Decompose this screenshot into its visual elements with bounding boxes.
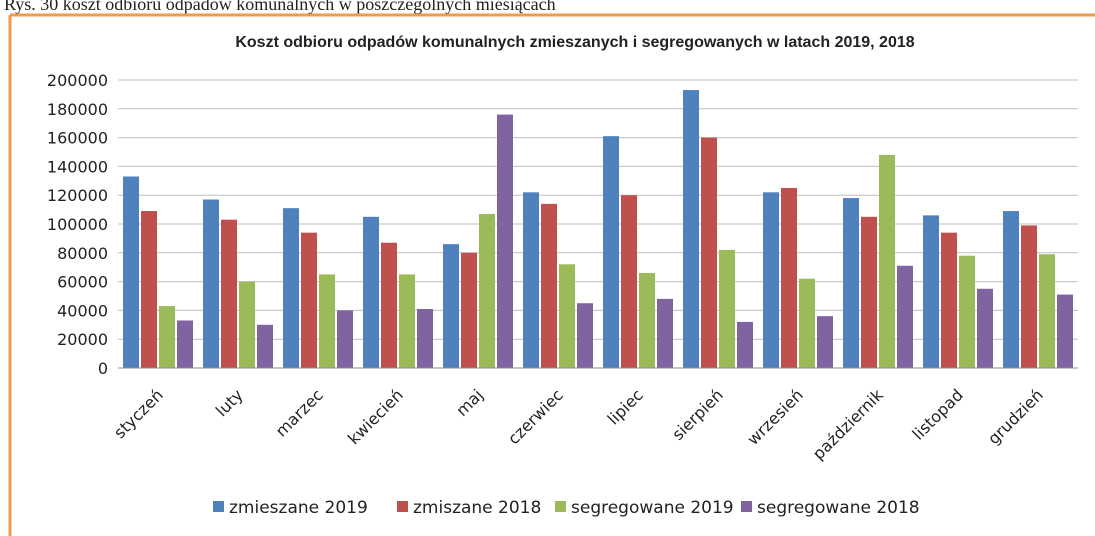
bar xyxy=(159,306,175,368)
caption: Rys. 30 koszt odbioru odpadów komunalnyc… xyxy=(4,0,556,14)
bar xyxy=(941,232,957,368)
bar xyxy=(1039,254,1055,368)
legend-swatch xyxy=(741,501,752,512)
bar xyxy=(1021,225,1037,368)
bar xyxy=(1003,211,1019,368)
y-tick-label: 0 xyxy=(98,359,108,378)
bar xyxy=(123,176,139,368)
bar xyxy=(763,192,779,368)
y-tick-label: 40000 xyxy=(57,301,108,320)
bar xyxy=(203,199,219,368)
y-tick-label: 20000 xyxy=(57,330,108,349)
bar xyxy=(639,272,655,368)
y-tick-label: 120000 xyxy=(47,186,108,205)
bar xyxy=(817,316,833,368)
bar xyxy=(737,321,753,368)
bar xyxy=(283,208,299,368)
bar xyxy=(959,255,975,368)
bar xyxy=(701,137,717,368)
bar xyxy=(399,274,415,368)
bar xyxy=(221,219,237,368)
y-tick-label: 160000 xyxy=(47,129,108,148)
y-tick-label: 140000 xyxy=(47,157,108,176)
bar xyxy=(479,213,495,368)
bar xyxy=(861,216,877,368)
bar xyxy=(621,195,637,368)
bar xyxy=(1057,294,1073,368)
bar xyxy=(879,154,895,368)
chart-title: Koszt odbioru odpadów komunalnych zmiesz… xyxy=(235,34,914,51)
legend-swatch xyxy=(213,501,224,512)
bar xyxy=(683,90,699,368)
bar xyxy=(923,215,939,368)
bar xyxy=(239,281,255,368)
bar xyxy=(719,249,735,368)
bar xyxy=(363,216,379,368)
legend-label: segregowane 2019 xyxy=(571,498,734,518)
bar xyxy=(897,265,913,368)
bar xyxy=(977,288,993,368)
bar xyxy=(337,310,353,368)
bar xyxy=(843,198,859,368)
bar xyxy=(417,308,433,368)
legend-swatch xyxy=(555,501,566,512)
bar xyxy=(541,203,557,368)
legend-label: zmieszane 2019 xyxy=(229,498,368,518)
y-tick-label: 80000 xyxy=(57,244,108,263)
legend-swatch xyxy=(397,501,408,512)
bar xyxy=(381,242,397,368)
bar xyxy=(497,114,513,368)
bar xyxy=(461,252,477,368)
bar xyxy=(657,298,673,368)
y-tick-label: 180000 xyxy=(47,100,108,119)
bar xyxy=(319,274,335,368)
bar xyxy=(141,211,157,368)
bar xyxy=(577,303,593,368)
bar xyxy=(523,192,539,368)
y-tick-label: 200000 xyxy=(47,71,108,90)
legend-label: segregowane 2018 xyxy=(757,498,920,518)
bar xyxy=(301,232,317,368)
y-tick-label: 100000 xyxy=(47,215,108,234)
bar xyxy=(781,188,797,368)
bar xyxy=(799,278,815,368)
bar xyxy=(603,136,619,368)
bar xyxy=(443,244,459,368)
bar xyxy=(559,264,575,368)
bar xyxy=(257,324,273,368)
bar xyxy=(177,320,193,368)
y-tick-label: 60000 xyxy=(57,273,108,292)
legend-label: zmiszane 2018 xyxy=(413,498,541,518)
